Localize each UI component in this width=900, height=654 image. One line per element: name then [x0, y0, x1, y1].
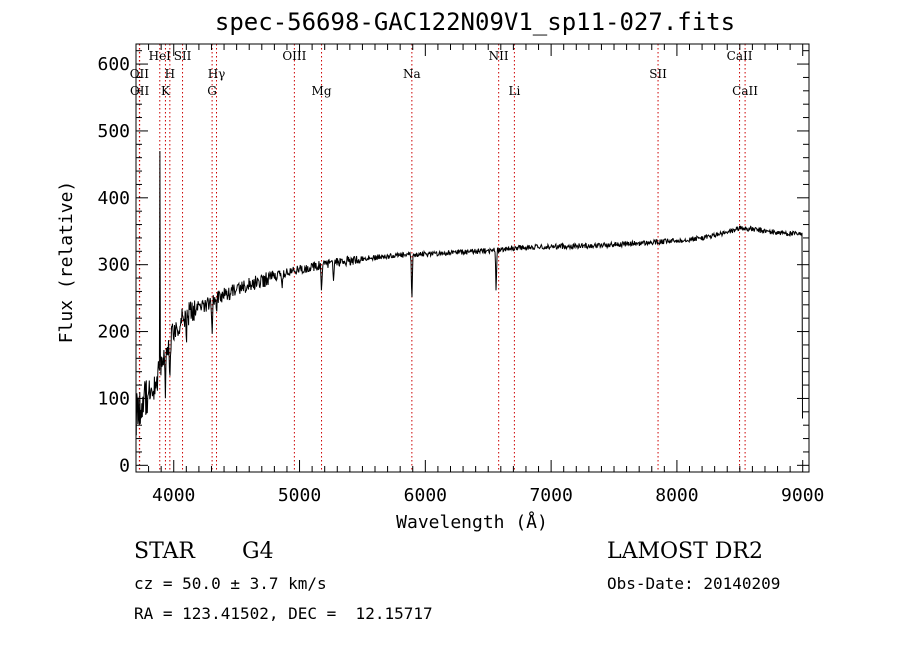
spectral-line-label: HeI — [149, 49, 172, 63]
x-tick-label: 5000 — [278, 485, 321, 506]
plot-frame — [135, 43, 810, 473]
axis-ticks — [135, 44, 809, 472]
spectral-line-label: Mg — [312, 84, 332, 98]
spectral-line-label: K — [161, 84, 171, 98]
chart-title: spec-56698-GAC122N09V1_sp11-027.fits — [215, 8, 735, 36]
y-axis-label: Flux (relative) — [56, 181, 77, 344]
spectral-line-label: NII — [489, 49, 509, 63]
spectrum-line — [135, 150, 803, 436]
x-tick-label: 8000 — [655, 485, 698, 506]
spectral-line-label: Li — [508, 84, 520, 98]
y-tick-label: 400 — [97, 188, 130, 209]
x-tick-label: 6000 — [404, 485, 447, 506]
spectral-line-label: CaII — [732, 84, 758, 98]
spectral-line-label: SII — [649, 67, 667, 81]
spectral-line-label: G — [207, 84, 217, 98]
y-tick-label: 300 — [97, 255, 130, 276]
x-tick-label: 4000 — [152, 485, 195, 506]
redshift-text: cz = 50.0 ± 3.7 km/s — [134, 574, 327, 593]
y-tick-label: 500 — [97, 121, 130, 142]
spectral-line-label: Hγ — [208, 67, 226, 81]
spectral-line-label: H — [165, 67, 175, 81]
spectral-line-markers — [138, 44, 746, 472]
x-tick-label: 7000 — [529, 485, 572, 506]
observation-date: Obs-Date: 20140209 — [607, 574, 781, 593]
y-tick-label: 100 — [97, 388, 130, 409]
spectral-line-labels: OIIOIIHeIHKSIIHγGOIIIMgNaNIILiSIICaIICaI… — [130, 49, 759, 98]
coordinates-text: RA = 123.41502, DEC = 12.15717 — [134, 604, 433, 623]
object-subclass: G4 — [242, 539, 274, 564]
axis-tick-labels: 4000 5000 6000 7000 8000 9000 0 100 200 300 400 500… — [97, 54, 824, 506]
spectral-line-label: Na — [403, 67, 421, 81]
y-tick-label: 0 — [119, 455, 130, 476]
survey-name: LAMOST DR2 — [607, 539, 763, 564]
x-tick-label: 9000 — [781, 485, 824, 506]
spectral-line-label: SII — [174, 49, 192, 63]
spectral-line-label: OIII — [282, 49, 306, 63]
spectral-line-label: CaII — [727, 49, 753, 63]
spectrum-series — [135, 150, 803, 436]
x-axis-label: Wavelength (Å) — [396, 511, 548, 533]
spectral-line-label: OII — [130, 67, 150, 81]
y-tick-label: 200 — [97, 322, 130, 343]
y-tick-label: 600 — [97, 54, 130, 75]
object-class: STAR — [134, 539, 195, 564]
